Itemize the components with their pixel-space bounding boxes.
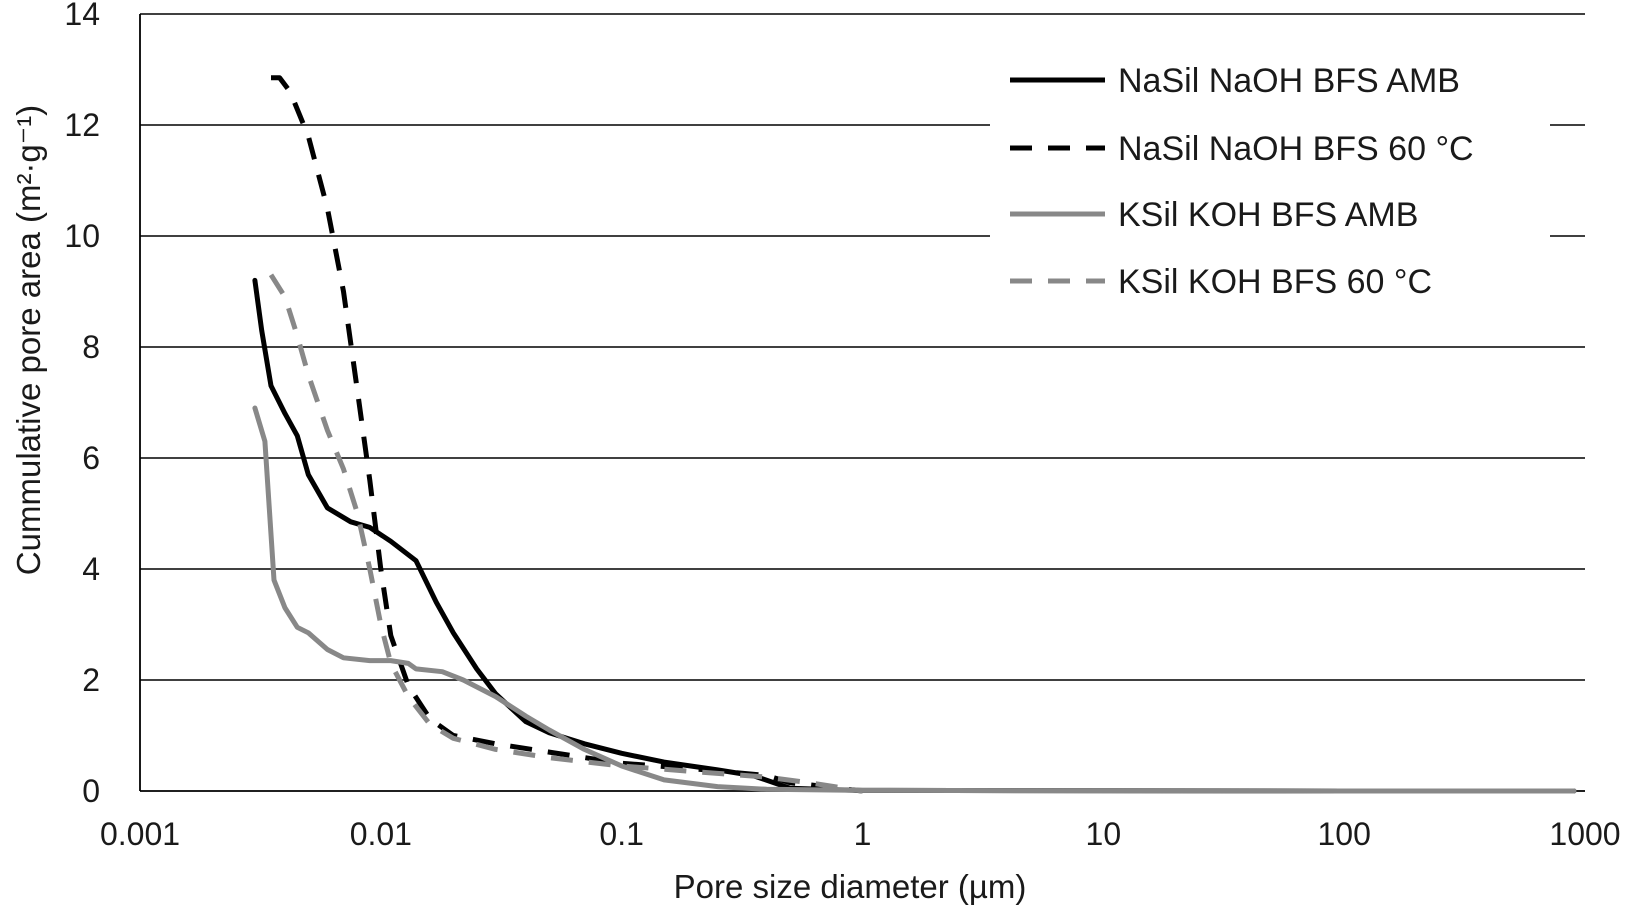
x-tick-label: 1: [854, 816, 872, 852]
x-axis-label: Pore size diameter (µm): [674, 868, 1027, 905]
x-tick-label: 100: [1317, 816, 1370, 852]
x-tick-labels: 0.001 0.01 0.1 1 10 100 1000: [100, 816, 1621, 852]
x-tick-label: 1000: [1549, 816, 1620, 852]
x-tick-label: 0.1: [599, 816, 643, 852]
series-lines: [252, 75, 1577, 794]
x-tick-label: 0.001: [100, 816, 180, 852]
series-line-3: [252, 405, 1577, 794]
y-tick-label: 2: [82, 662, 100, 698]
legend: NaSil NaOH BFS AMB NaSil NaOH BFS 60 °C KS…: [1010, 62, 1474, 301]
legend-label-3: KSil KOH BFS AMB: [1118, 196, 1418, 234]
x-tick-label: 10: [1086, 816, 1122, 852]
series-line-1: [252, 277, 1577, 794]
y-tick-label: 8: [82, 329, 100, 365]
x-tick-label: 0.01: [350, 816, 412, 852]
y-tick-label: 12: [64, 107, 100, 143]
y-tick-label: 10: [64, 218, 100, 254]
series-line-4: [268, 273, 863, 794]
legend-background: [990, 45, 1550, 310]
legend-label-1: NaSil NaOH BFS AMB: [1118, 62, 1460, 100]
legend-label-4: KSil KOH BFS 60 °C: [1118, 263, 1432, 301]
y-tick-labels: 0 2 4 6 8 10 12 14: [64, 0, 100, 809]
y-tick-label: 4: [82, 551, 100, 587]
y-tick-label: 0: [82, 773, 100, 809]
y-tick-label: 6: [82, 440, 100, 476]
y-tick-label: 14: [64, 0, 100, 32]
y-axis-label: Cummulative pore area (m²·g⁻¹): [10, 105, 47, 575]
series-line-2: [271, 75, 863, 794]
legend-label-2: NaSil NaOH BFS 60 °C: [1118, 130, 1474, 168]
